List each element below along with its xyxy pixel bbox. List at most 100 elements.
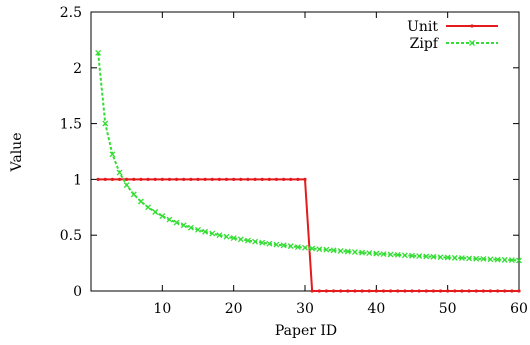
data-point-zipf bbox=[302, 244, 308, 251]
plot-area bbox=[90, 11, 520, 292]
legend-label-unit: Unit bbox=[407, 19, 438, 35]
data-point-unit bbox=[453, 289, 457, 293]
data-point-zipf bbox=[344, 248, 351, 255]
x-tick-label: 10 bbox=[153, 301, 171, 317]
data-point-zipf bbox=[109, 151, 116, 158]
data-point-unit bbox=[389, 289, 393, 293]
data-point-zipf bbox=[123, 182, 130, 189]
data-point-zipf bbox=[244, 237, 251, 244]
data-point-zipf bbox=[473, 255, 480, 262]
data-point-zipf bbox=[437, 254, 444, 261]
data-point-unit bbox=[189, 177, 193, 181]
data-point-zipf bbox=[202, 228, 209, 235]
data-point-zipf bbox=[487, 256, 494, 263]
data-point-unit bbox=[474, 289, 478, 293]
data-point-zipf bbox=[252, 238, 259, 245]
data-point-zipf bbox=[159, 213, 166, 220]
legend-label-zipf: Zipf bbox=[410, 36, 440, 52]
data-point-zipf bbox=[494, 256, 501, 263]
data-point-unit bbox=[353, 289, 357, 293]
y-tick-label: 0.5 bbox=[60, 228, 82, 244]
data-point-unit bbox=[339, 289, 343, 293]
data-point-zipf bbox=[294, 244, 301, 250]
y-tick-label: 2 bbox=[73, 61, 82, 77]
y-axis: 0 0.5 1 1.5 2 2.5 bbox=[60, 5, 519, 300]
data-point-unit bbox=[167, 177, 172, 181]
data-point-zipf bbox=[323, 246, 330, 253]
x-tick-label: 20 bbox=[225, 301, 243, 317]
data-point-zipf bbox=[316, 246, 323, 253]
data-point-unit bbox=[303, 177, 307, 181]
data-point-unit bbox=[196, 177, 200, 181]
plot-frame bbox=[90, 11, 520, 292]
data-point-zipf bbox=[401, 252, 408, 259]
data-point-unit bbox=[289, 177, 293, 181]
data-point-zipf bbox=[501, 256, 508, 263]
data-point-unit bbox=[96, 177, 100, 181]
data-point-unit bbox=[182, 177, 186, 181]
data-point-unit bbox=[503, 289, 507, 293]
data-point-zipf bbox=[187, 224, 194, 231]
data-point-unit bbox=[360, 289, 364, 293]
data-point-zipf bbox=[145, 204, 152, 211]
data-point-zipf bbox=[444, 254, 451, 261]
data-point-zipf bbox=[137, 198, 144, 205]
data-point-zipf bbox=[373, 250, 380, 257]
data-point-unit bbox=[125, 177, 129, 181]
data-point-unit bbox=[381, 289, 386, 293]
series-layer bbox=[95, 49, 522, 293]
data-point-zipf bbox=[152, 209, 159, 215]
x-tick-label: 30 bbox=[296, 301, 314, 317]
data-point-zipf bbox=[180, 222, 187, 229]
data-point-zipf bbox=[173, 219, 180, 226]
data-point-unit bbox=[103, 177, 107, 181]
data-point-unit bbox=[282, 177, 286, 181]
y-tick-label: 1.5 bbox=[60, 117, 82, 133]
legend-marker-zipf bbox=[469, 40, 475, 46]
x-axis-title: Paper ID bbox=[275, 323, 337, 339]
data-point-unit bbox=[438, 289, 443, 293]
data-point-unit bbox=[467, 289, 471, 293]
data-point-unit bbox=[224, 177, 229, 181]
data-point-unit bbox=[396, 289, 400, 293]
data-point-zipf bbox=[430, 253, 437, 260]
data-point-unit bbox=[374, 289, 378, 293]
data-point-unit bbox=[488, 289, 493, 293]
data-point-unit bbox=[310, 289, 314, 293]
data-point-unit bbox=[417, 289, 421, 293]
data-point-unit bbox=[160, 177, 164, 181]
data-point-unit bbox=[203, 177, 207, 181]
data-point-zipf bbox=[259, 239, 266, 246]
data-point-unit bbox=[153, 177, 157, 181]
data-point-unit bbox=[260, 177, 264, 181]
data-point-unit bbox=[324, 289, 328, 293]
data-point-unit bbox=[239, 177, 243, 181]
data-point-unit bbox=[217, 177, 221, 181]
data-point-zipf bbox=[130, 191, 137, 198]
data-point-unit bbox=[331, 289, 336, 293]
data-point-unit bbox=[253, 177, 257, 181]
data-point-zipf bbox=[337, 247, 344, 254]
data-point-zipf bbox=[116, 169, 123, 176]
data-point-zipf bbox=[416, 253, 423, 260]
data-point-unit bbox=[117, 177, 122, 181]
data-point-zipf bbox=[195, 226, 201, 233]
x-axis: 10 20 30 40 50 60 bbox=[153, 12, 528, 317]
y-tick-label: 0 bbox=[73, 284, 82, 300]
data-point-unit bbox=[267, 177, 271, 181]
data-point-zipf bbox=[166, 216, 173, 223]
data-point-unit bbox=[246, 177, 250, 181]
data-point-unit bbox=[510, 289, 514, 293]
data-point-unit bbox=[274, 177, 279, 181]
data-point-zipf bbox=[309, 245, 316, 252]
data-point-zipf bbox=[451, 254, 458, 261]
data-point-zipf bbox=[237, 236, 244, 243]
data-point-zipf bbox=[458, 255, 465, 262]
data-point-unit bbox=[132, 177, 136, 181]
data-point-zipf bbox=[216, 232, 223, 239]
data-point-zipf bbox=[508, 257, 515, 264]
x-tick-label: 50 bbox=[439, 301, 457, 317]
data-point-zipf bbox=[273, 241, 280, 248]
data-point-zipf bbox=[380, 251, 387, 258]
